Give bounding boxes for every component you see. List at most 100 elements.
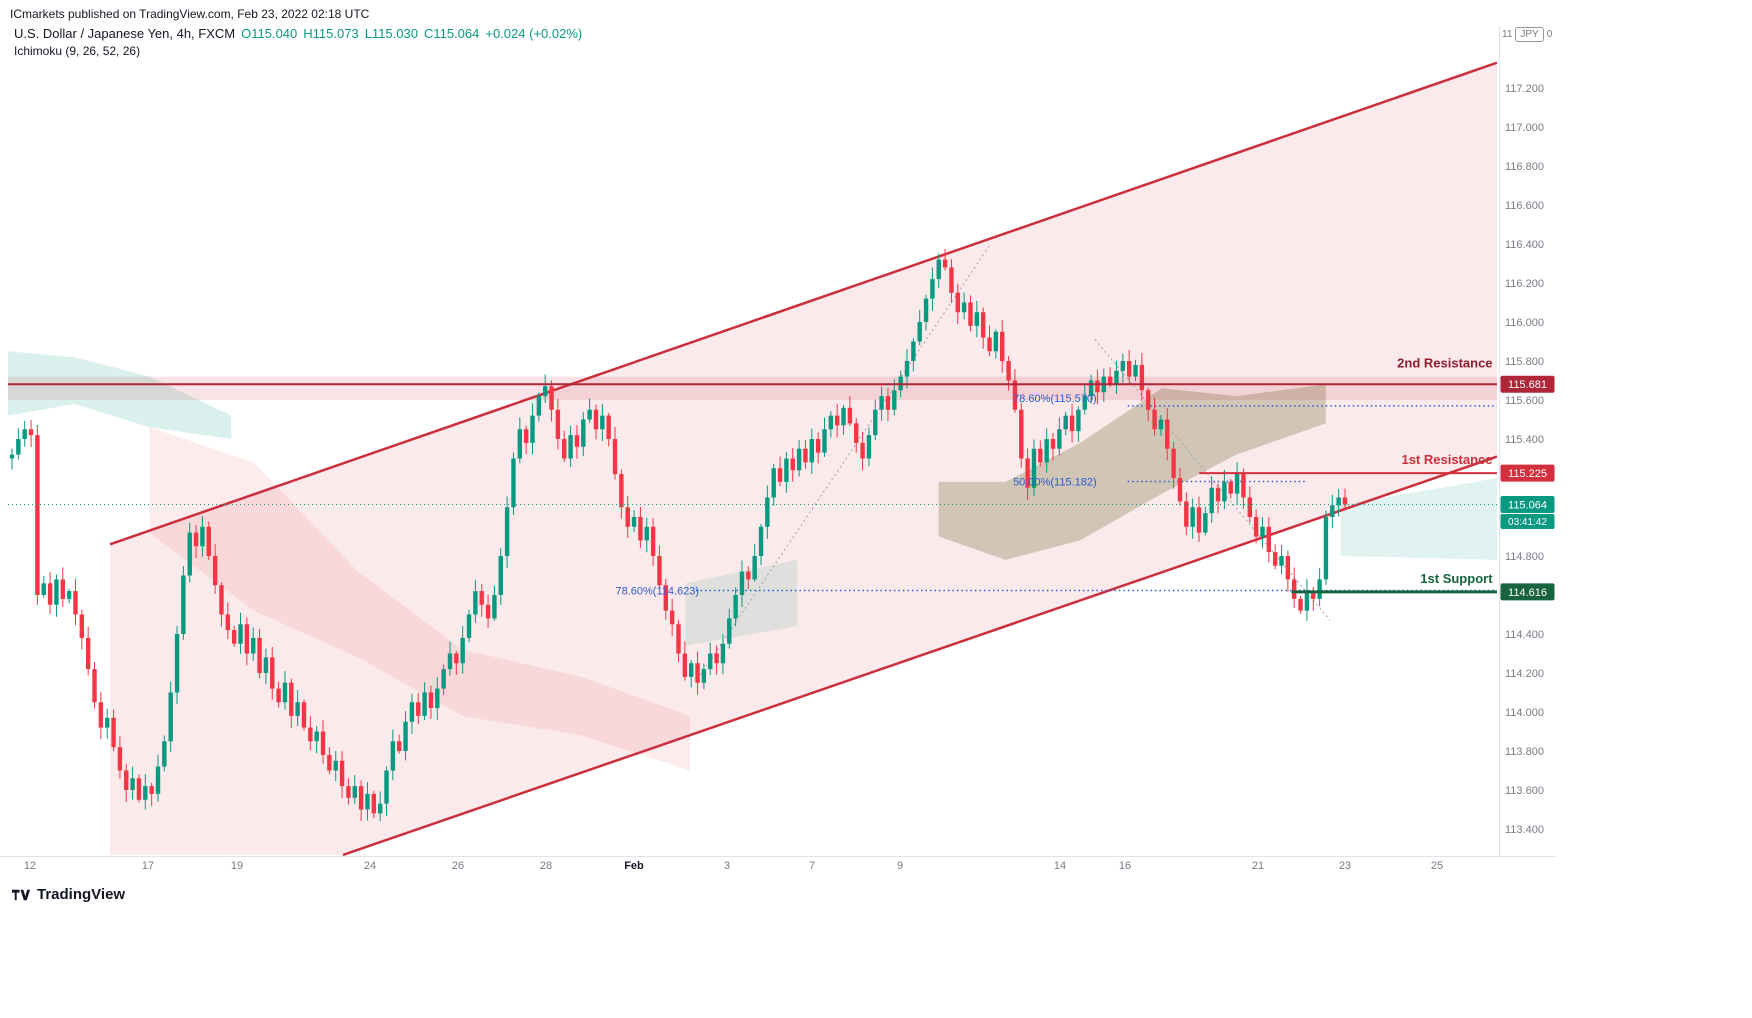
support-resistance-lines[interactable] <box>8 383 1497 594</box>
candle-body <box>339 760 345 787</box>
candle-body <box>98 702 104 728</box>
candle-body <box>143 786 148 800</box>
price-tick-label: 116.600 <box>1505 200 1544 212</box>
ichimoku-cloud-red-mid <box>149 427 690 771</box>
candle-body <box>834 415 840 426</box>
candle-body <box>1050 439 1056 449</box>
candle-body <box>606 415 611 439</box>
candle-body <box>809 439 814 463</box>
time-axis[interactable]: 12 17 19 24 26 28 Feb 3 7 9 14 16 21 23 25 <box>0 856 1556 873</box>
tradingview-branding[interactable]: TradingView <box>10 884 125 905</box>
candle-body <box>879 396 884 410</box>
candle-body <box>1272 552 1278 566</box>
candle-body <box>162 741 167 767</box>
candle-body <box>676 624 681 654</box>
candle-body <box>1000 331 1005 361</box>
candle-body <box>1165 419 1170 449</box>
candle-body <box>746 571 751 580</box>
candle-body <box>841 407 846 426</box>
time-tick-label: Feb <box>624 860 644 872</box>
candle-body <box>251 637 256 654</box>
candle-body <box>111 717 116 748</box>
candle-body <box>1133 364 1138 377</box>
symbol-legend[interactable]: U.S. Dollar / Japanese Yen, 4h, FXCM O115… <box>14 26 588 41</box>
candle-body <box>428 692 434 709</box>
candle-body <box>555 409 561 439</box>
ichimoku-clouds <box>8 351 1497 771</box>
candle-body <box>320 731 326 755</box>
candle-body <box>930 279 935 299</box>
candle-body <box>416 702 421 716</box>
price-tick-label: 116.000 <box>1505 317 1544 329</box>
candle-body <box>1088 380 1094 397</box>
candle-body <box>904 361 910 377</box>
ohlc-item: C115.064 <box>423 26 480 41</box>
candle-body <box>282 682 288 703</box>
candles-layer <box>9 248 1348 822</box>
candle-body <box>73 591 78 615</box>
candle-body <box>16 439 21 455</box>
candle-body <box>384 770 389 804</box>
first-support-badge <box>1500 583 1555 601</box>
candle-body <box>1095 380 1100 393</box>
first-resistance-badge-text: 115.225 <box>1508 468 1547 480</box>
candle-body <box>308 727 313 742</box>
candle-body <box>708 653 713 670</box>
candle-body <box>644 526 649 541</box>
candle-body <box>1038 448 1043 463</box>
candle-body <box>479 591 484 605</box>
candle-body <box>314 731 319 742</box>
candle-body <box>1076 409 1081 432</box>
candle-body <box>149 786 154 794</box>
candle-body <box>390 741 396 771</box>
candle-body <box>1114 370 1119 385</box>
price-tick-label: 114.000 <box>1505 707 1544 719</box>
candle-body <box>695 663 700 683</box>
candle-body <box>720 643 726 664</box>
currency-chip[interactable]: JPY <box>1515 27 1544 42</box>
candle-body <box>105 717 110 728</box>
candle-body <box>295 702 300 716</box>
candle-body <box>1107 376 1113 385</box>
candle-body <box>473 591 478 615</box>
ohlc-item: H115.073 <box>303 26 359 41</box>
candle-body <box>536 396 542 416</box>
candle-body <box>771 468 776 498</box>
time-tick-label: 7 <box>809 860 815 872</box>
ohlc-item: O115.040 <box>241 26 298 41</box>
symbol-title[interactable]: U.S. Dollar / Japanese Yen, 4h, FXCM <box>14 26 236 41</box>
candle-body <box>511 458 516 508</box>
candle-body <box>181 575 186 634</box>
fib-labels: 78.60%(115.570) 50.00%(115.182) 78.60%(114… <box>616 393 1097 598</box>
candle-body <box>346 786 351 798</box>
resistance-zone[interactable] <box>8 376 1497 400</box>
candle-body <box>961 302 967 313</box>
price-axis[interactable]: 117.200 117.000 116.800 116.600 116.400 116.2… <box>1499 26 1544 857</box>
ichimoku-cloud-olive-right <box>938 384 1326 560</box>
candle-body <box>517 429 523 459</box>
candle-body <box>289 682 294 716</box>
price-tick-label: 113.600 <box>1505 785 1544 797</box>
candle-body <box>454 653 459 664</box>
second-resistance-zone <box>8 376 1497 400</box>
candle-body <box>777 468 783 482</box>
guide-line <box>1094 339 1331 621</box>
candle-body <box>270 657 275 689</box>
channel-upper-line <box>109 61 1498 546</box>
candle-body <box>1082 396 1087 410</box>
axis-top-left-text: 11 <box>1502 29 1513 40</box>
fib-retracement-lines[interactable] <box>695 405 1497 592</box>
channel-lower-line <box>342 455 1498 857</box>
candle-body <box>1311 591 1316 599</box>
candle-body <box>466 614 472 638</box>
first-support-badge-text: 114.616 <box>1508 587 1547 599</box>
candle-body <box>911 341 916 361</box>
level-labels[interactable]: 2nd Resistance 1st Resistance 1st Support <box>1397 356 1493 586</box>
candle-body <box>587 409 592 420</box>
indicator-legend[interactable]: Ichimoku (9, 26, 52, 26) <box>14 44 141 58</box>
candle-body <box>377 803 383 814</box>
time-tick-label: 26 <box>452 860 464 872</box>
candle-body <box>155 766 161 794</box>
time-tick-label: 21 <box>1252 860 1264 872</box>
